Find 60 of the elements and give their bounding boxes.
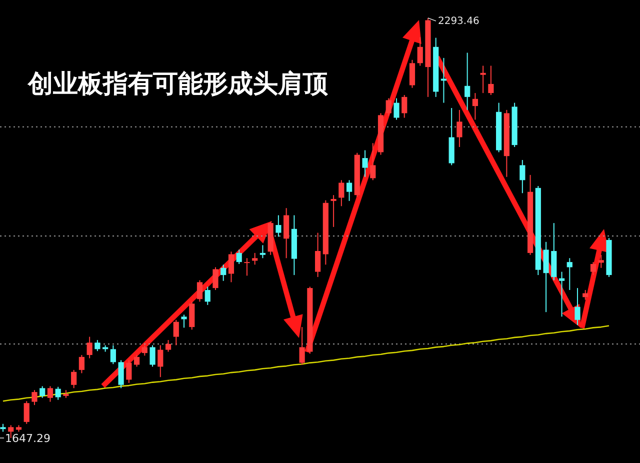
candlestick bbox=[480, 65, 486, 94]
candlestick bbox=[244, 258, 250, 276]
candlestick bbox=[196, 280, 203, 302]
candlestick bbox=[118, 360, 124, 389]
candlestick bbox=[362, 150, 368, 178]
candlestick bbox=[204, 286, 210, 306]
candlestick bbox=[338, 180, 344, 207]
annotation: 1647.29 bbox=[5, 432, 50, 445]
candlestick bbox=[440, 57, 447, 104]
candlestick bbox=[212, 266, 218, 290]
candlestick bbox=[94, 340, 100, 352]
candlestick bbox=[590, 262, 596, 276]
candlestick bbox=[181, 314, 187, 328]
candlestick bbox=[86, 336, 92, 359]
candlestick bbox=[315, 232, 321, 278]
candlestick bbox=[488, 65, 494, 96]
candlestick bbox=[299, 326, 305, 366]
candlestick bbox=[582, 289, 588, 300]
candlestick bbox=[402, 94, 408, 118]
candlestick bbox=[386, 98, 392, 116]
candlestick bbox=[598, 254, 604, 268]
candlestick bbox=[543, 241, 549, 313]
candlestick bbox=[260, 244, 266, 259]
candlestick bbox=[110, 344, 116, 365]
candlestick bbox=[574, 288, 580, 326]
candlestick bbox=[417, 36, 423, 66]
candlestick bbox=[71, 369, 77, 389]
candlestick bbox=[276, 214, 282, 238]
candlestick bbox=[24, 400, 30, 424]
candlestick bbox=[150, 344, 156, 368]
annotation: 2293.46 bbox=[438, 16, 480, 27]
candlestick bbox=[284, 208, 290, 259]
candlestick bbox=[394, 98, 400, 120]
candlestick bbox=[330, 194, 336, 228]
candlestick bbox=[189, 301, 195, 330]
candlestick bbox=[236, 249, 242, 264]
candlestick bbox=[409, 59, 416, 88]
candlestick bbox=[220, 264, 226, 282]
candlestick bbox=[520, 159, 526, 194]
candlestick bbox=[40, 386, 46, 398]
candlestick bbox=[464, 52, 470, 110]
text: 创业板指有可能形成头肩顶 bbox=[27, 69, 328, 98]
candlestick bbox=[558, 271, 565, 318]
candlestick bbox=[456, 109, 462, 148]
candlestick bbox=[32, 390, 38, 406]
candlestick bbox=[173, 319, 179, 346]
candlestick bbox=[472, 92, 478, 120]
candlestick bbox=[165, 340, 172, 352]
candlestick bbox=[134, 354, 140, 368]
candlestick bbox=[55, 386, 61, 400]
candlestick bbox=[126, 360, 132, 384]
candlestick bbox=[346, 180, 352, 202]
candlestick bbox=[47, 386, 54, 402]
candlestick bbox=[78, 354, 84, 374]
candlestick bbox=[228, 251, 234, 283]
candlestick bbox=[158, 344, 164, 378]
candlestick bbox=[566, 258, 572, 290]
candlestick bbox=[370, 142, 376, 181]
candlestick bbox=[142, 344, 148, 356]
candlestick bbox=[252, 252, 258, 266]
